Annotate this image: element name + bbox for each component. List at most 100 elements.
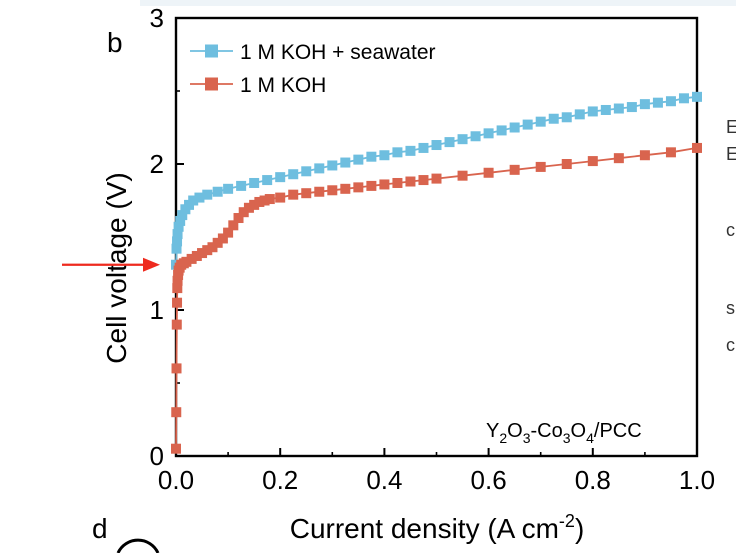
anno-sub: 3 bbox=[563, 430, 571, 446]
data-point-koh bbox=[171, 407, 182, 418]
data-point-seawater bbox=[678, 93, 689, 104]
data-point-koh bbox=[509, 164, 520, 175]
data-point-koh bbox=[172, 283, 183, 294]
data-point-koh bbox=[587, 156, 598, 167]
axes: 0.0 0.2 0.4 0.6 0.8 1.0 0 1 2 3 bbox=[150, 3, 716, 495]
panel-letter-d: d bbox=[92, 513, 108, 544]
x-tick-label: 1.0 bbox=[679, 465, 715, 495]
x-tick-label: 0.0 bbox=[158, 465, 194, 495]
data-point-seawater bbox=[327, 160, 338, 171]
data-point-seawater bbox=[172, 236, 183, 247]
x-tick-label: 0.8 bbox=[575, 465, 611, 495]
data-point-seawater bbox=[587, 106, 598, 117]
data-point-koh bbox=[379, 179, 390, 190]
data-point-seawater bbox=[418, 142, 429, 153]
data-point-koh bbox=[207, 242, 218, 253]
red-arrow-icon bbox=[62, 257, 160, 272]
data-point-koh bbox=[561, 159, 572, 169]
data-point-seawater bbox=[600, 104, 611, 115]
data-point-seawater bbox=[392, 147, 403, 158]
data-point-seawater bbox=[262, 175, 273, 186]
data-point-seawater bbox=[509, 122, 520, 133]
data-point-koh bbox=[228, 220, 239, 231]
data-point-koh bbox=[431, 173, 442, 184]
data-point-koh bbox=[238, 207, 249, 218]
data-point-koh bbox=[186, 253, 197, 264]
data-point-seawater bbox=[177, 210, 188, 221]
data-point-seawater bbox=[202, 189, 213, 200]
x-tick-label: 0.6 bbox=[471, 465, 507, 495]
data-point-koh bbox=[264, 194, 275, 205]
data-point-seawater bbox=[194, 192, 205, 203]
x-tick-label: 0.4 bbox=[366, 465, 402, 495]
data-point-seawater bbox=[236, 180, 247, 191]
data-point-koh bbox=[639, 150, 650, 161]
data-point-seawater bbox=[665, 96, 676, 107]
data-point-koh bbox=[535, 161, 546, 172]
anno-part: /PCC bbox=[594, 420, 642, 442]
edge-glyph: E bbox=[726, 144, 736, 164]
y-tick-label: 1 bbox=[150, 295, 164, 325]
data-point-seawater bbox=[171, 243, 182, 254]
data-point-seawater bbox=[353, 154, 364, 165]
data-point-seawater bbox=[366, 151, 377, 162]
legend-marker-koh bbox=[205, 77, 218, 91]
data-point-koh bbox=[249, 199, 260, 210]
x-tick-label: 0.2 bbox=[262, 465, 298, 495]
y-tick-label: 3 bbox=[150, 3, 164, 33]
data-point-koh bbox=[212, 237, 223, 248]
data-point-seawater bbox=[172, 229, 183, 240]
data-point-seawater bbox=[288, 169, 299, 180]
data-point-seawater bbox=[522, 119, 533, 130]
data-point-seawater bbox=[535, 116, 546, 127]
anno-part: -Co bbox=[531, 420, 563, 442]
data-point-seawater bbox=[405, 145, 416, 156]
data-point-seawater bbox=[652, 97, 663, 108]
data-point-seawater bbox=[175, 215, 186, 226]
edge-glyph: E bbox=[726, 117, 736, 137]
data-point-seawater bbox=[692, 91, 702, 102]
data-point-koh bbox=[275, 192, 286, 203]
edge-glyph: c bbox=[726, 220, 735, 240]
data-point-seawater bbox=[613, 103, 624, 114]
legend-label-seawater: 1 M KOH + seawater bbox=[240, 41, 436, 64]
data-point-koh bbox=[197, 248, 208, 259]
data-point-seawater bbox=[444, 137, 455, 148]
data-point-koh bbox=[366, 180, 377, 191]
top-strip bbox=[140, 0, 736, 6]
data-point-koh bbox=[191, 250, 202, 261]
data-point-koh bbox=[353, 182, 364, 193]
data-point-koh bbox=[392, 177, 403, 188]
data-point-koh bbox=[181, 256, 192, 267]
data-point-koh bbox=[259, 195, 270, 206]
anno-sub: 2 bbox=[499, 430, 507, 446]
data-point-koh bbox=[327, 185, 338, 196]
data-point-koh bbox=[243, 202, 254, 213]
data-point-koh bbox=[405, 176, 416, 187]
data-point-seawater bbox=[496, 125, 507, 136]
data-point-seawater bbox=[249, 177, 260, 188]
data-point-seawater bbox=[212, 186, 223, 197]
y-tick-label: 0 bbox=[150, 441, 164, 471]
data-point-koh bbox=[217, 233, 228, 244]
x-axis-title-main: Current density (A cm bbox=[290, 513, 559, 544]
x-axis-title: Current density (A cm-2) bbox=[290, 511, 585, 544]
series-line-koh bbox=[175, 147, 698, 449]
data-point-koh bbox=[457, 170, 468, 181]
data-point-koh bbox=[288, 189, 299, 200]
data-point-koh bbox=[418, 175, 429, 186]
data-point-seawater bbox=[223, 183, 234, 194]
edge-glyph: s bbox=[726, 298, 735, 318]
x-axis-title-sup: -2 bbox=[559, 511, 575, 531]
data-point-koh bbox=[172, 275, 183, 286]
edge-glyph: c bbox=[726, 335, 735, 355]
data-point-koh bbox=[223, 227, 234, 238]
data-point-seawater bbox=[470, 131, 481, 142]
data-point-koh bbox=[665, 147, 676, 158]
legend-label-koh: 1 M KOH bbox=[240, 74, 326, 97]
data-point-koh bbox=[340, 183, 351, 194]
data-point-koh bbox=[171, 443, 181, 454]
anno-sub: 4 bbox=[586, 430, 594, 446]
data-point-seawater bbox=[639, 99, 650, 110]
